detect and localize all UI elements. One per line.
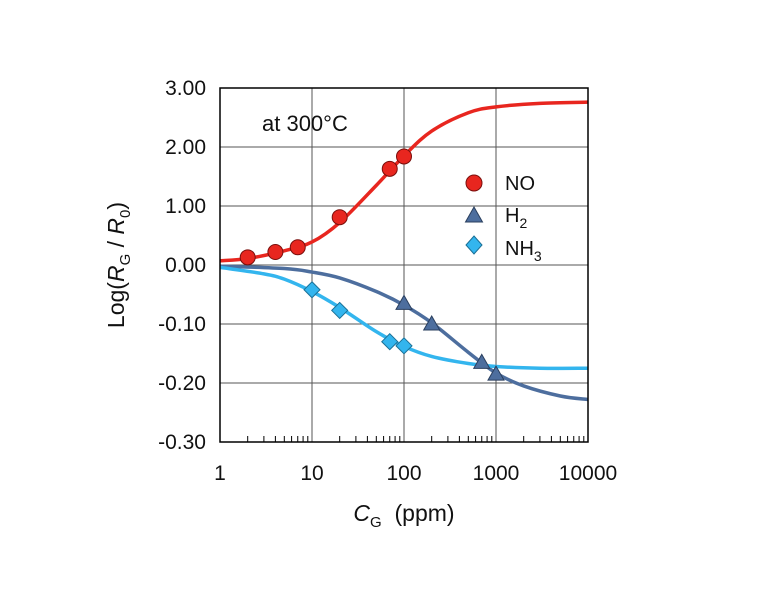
data-point-no [289, 239, 306, 256]
data-point-nh3 [330, 301, 349, 320]
grid [220, 88, 588, 442]
x-minor-ticks [247, 436, 585, 442]
legend-marker-nh3 [465, 235, 483, 255]
x-axis-label: CG (ppm) [353, 500, 454, 531]
x-tick-label: 1000 [473, 462, 520, 485]
legend-marker-h2 [464, 205, 484, 223]
annotation-temperature: at 300°C [262, 111, 348, 136]
data-point-nh3 [395, 337, 413, 355]
x-tick-label: 10000 [559, 462, 617, 485]
data-point-no [239, 249, 256, 266]
legend-label-no: NO [505, 173, 535, 195]
legend-marker-no [465, 174, 483, 192]
y-tick-label: -0.20 [158, 372, 206, 395]
data-point-h2 [487, 365, 505, 381]
x-tick-label: 100 [386, 462, 421, 485]
data-point-no [267, 244, 284, 261]
y-tick-label: -0.10 [158, 313, 206, 336]
y-tick-label: 1.00 [165, 195, 206, 218]
data-point-nh3 [303, 281, 321, 299]
data-point-h2 [395, 294, 413, 310]
y-tick-label: 0.00 [165, 254, 206, 277]
x-tick-label: 10 [300, 462, 323, 485]
y-tick-label: -0.30 [158, 431, 206, 454]
data-point-no [381, 160, 398, 177]
y-tick-label: 2.00 [165, 136, 206, 159]
x-tick-label: 1 [214, 462, 226, 485]
data-points [239, 148, 505, 381]
y-axis-label: Log(RG / R0) [103, 202, 134, 328]
legend-label-h2: H2 [505, 205, 527, 231]
data-point-no [331, 209, 348, 226]
data-point-nh3 [381, 332, 399, 351]
data-point-h2 [422, 314, 441, 331]
legend: NO H2 NH3 [464, 173, 542, 264]
legend-label-nh3: NH3 [505, 238, 542, 264]
plot-frame [219, 87, 589, 443]
x-tick-labels: 1 10 100 1000 10000 [214, 462, 617, 485]
y-tick-label: 3.00 [165, 77, 206, 100]
data-point-no [396, 148, 412, 165]
fit-curve-h2 [220, 264, 588, 402]
y-tick-labels: 3.00 2.00 1.00 0.00 -0.10 -0.20 -0.30 [158, 77, 206, 454]
data-point-h2 [472, 353, 491, 369]
